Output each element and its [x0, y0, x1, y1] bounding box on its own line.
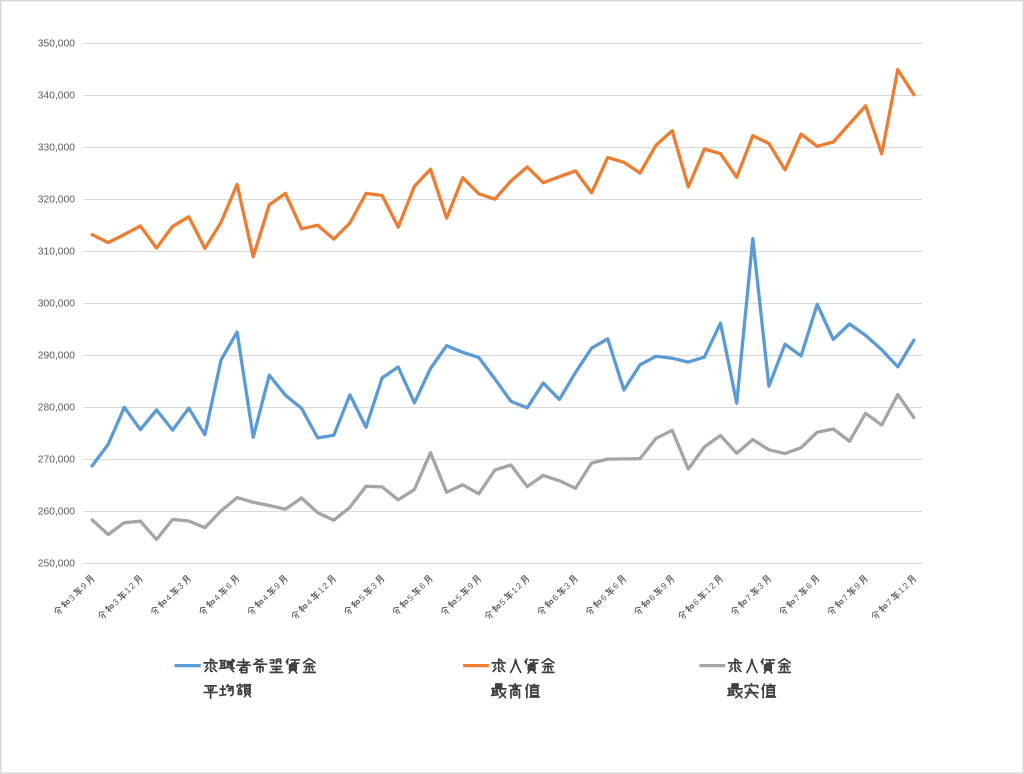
svg-text:2: 2 — [127, 580, 138, 591]
svg-text:6: 6 — [691, 597, 702, 608]
svg-text:4: 4 — [260, 592, 271, 603]
svg-text:1: 1 — [316, 585, 327, 596]
svg-text:250,000: 250,000 — [38, 559, 75, 570]
svg-text:3: 3 — [368, 580, 379, 591]
svg-text:6: 6 — [223, 580, 234, 591]
svg-text:290,000: 290,000 — [38, 351, 75, 362]
svg-text:9: 9 — [78, 580, 89, 591]
svg-text:320,000: 320,000 — [38, 195, 75, 206]
svg-text:330,000: 330,000 — [38, 143, 75, 154]
svg-text:2: 2 — [514, 580, 525, 591]
svg-text:3: 3 — [67, 592, 78, 603]
svg-text:5: 5 — [405, 592, 416, 603]
svg-text:6: 6 — [610, 580, 621, 591]
svg-text:1: 1 — [896, 585, 907, 596]
svg-text:6: 6 — [550, 592, 561, 603]
svg-text:1: 1 — [122, 585, 133, 596]
svg-text:2: 2 — [900, 580, 911, 591]
svg-text:5: 5 — [497, 597, 508, 608]
svg-text:4: 4 — [163, 592, 174, 603]
svg-text:1: 1 — [509, 585, 520, 596]
svg-text:5: 5 — [453, 592, 464, 603]
svg-text:9: 9 — [852, 580, 863, 591]
svg-text:350,000: 350,000 — [38, 39, 75, 50]
svg-text:6: 6 — [647, 592, 658, 603]
svg-text:6: 6 — [804, 580, 815, 591]
svg-text:4: 4 — [304, 597, 315, 608]
svg-text:3: 3 — [175, 580, 186, 591]
svg-text:3: 3 — [755, 580, 766, 591]
svg-text:300,000: 300,000 — [38, 299, 75, 310]
svg-text:260,000: 260,000 — [38, 507, 75, 518]
svg-text:280,000: 280,000 — [38, 403, 75, 414]
svg-text:3: 3 — [562, 580, 573, 591]
svg-text:9: 9 — [272, 580, 283, 591]
svg-text:7: 7 — [792, 592, 803, 603]
svg-text:2: 2 — [320, 580, 331, 591]
svg-text:7: 7 — [743, 592, 754, 603]
svg-text:3: 3 — [110, 597, 121, 608]
svg-text:7: 7 — [884, 597, 895, 608]
svg-text:7: 7 — [840, 592, 851, 603]
svg-text:2: 2 — [707, 580, 718, 591]
svg-text:6: 6 — [417, 580, 428, 591]
svg-text:270,000: 270,000 — [38, 455, 75, 466]
svg-text:1: 1 — [703, 585, 714, 596]
svg-text:9: 9 — [465, 580, 476, 591]
svg-text:5: 5 — [357, 592, 368, 603]
svg-text:6: 6 — [598, 592, 609, 603]
svg-text:9: 9 — [659, 580, 670, 591]
svg-text:310,000: 310,000 — [38, 247, 75, 258]
svg-text:340,000: 340,000 — [38, 91, 75, 102]
svg-text:4: 4 — [212, 592, 223, 603]
